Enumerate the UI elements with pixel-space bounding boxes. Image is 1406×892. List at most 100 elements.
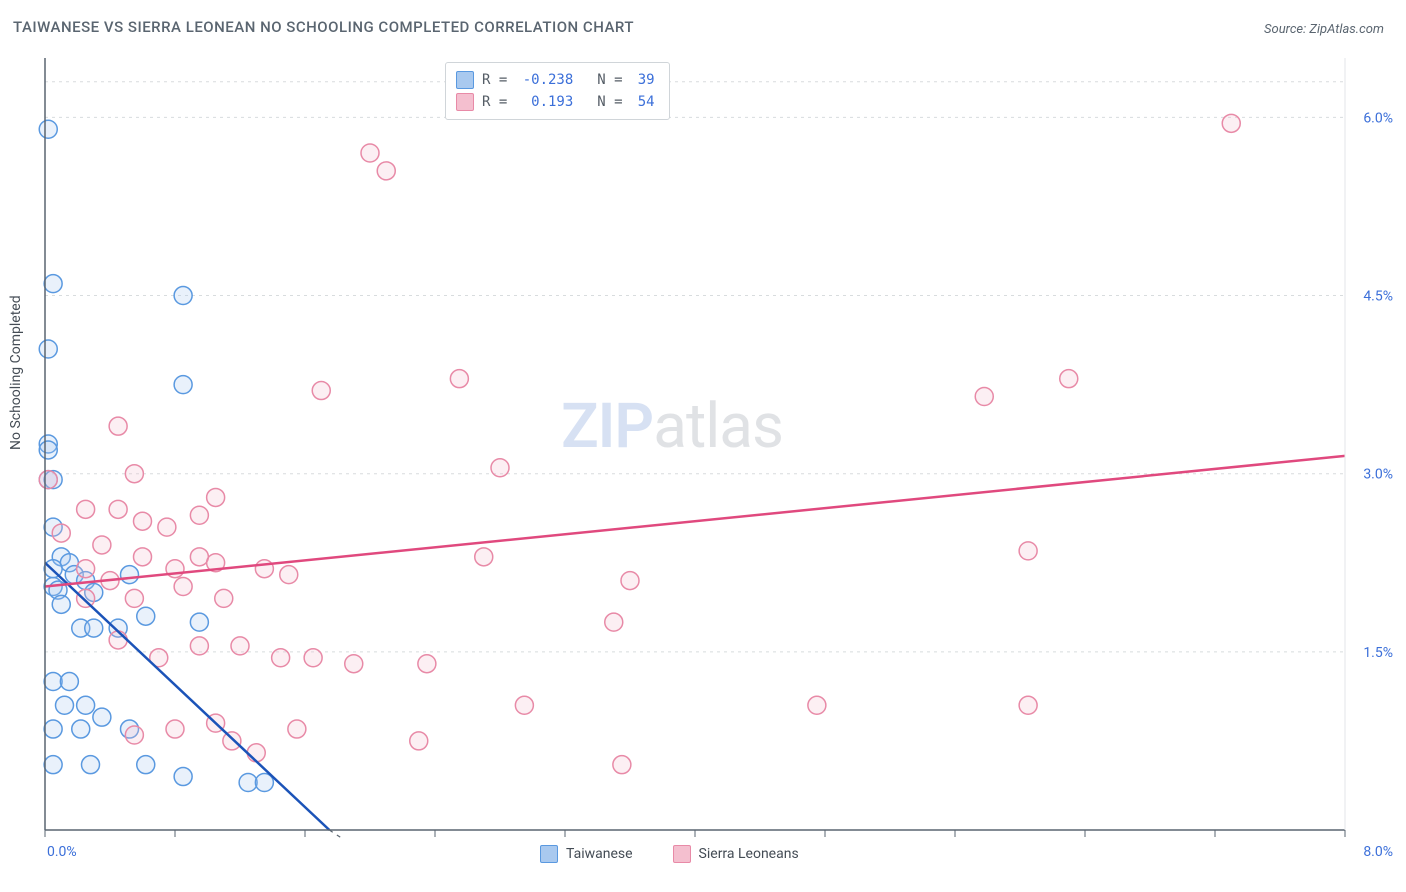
scatter-point — [56, 696, 74, 714]
scatter-point — [44, 275, 62, 293]
scatter-point — [223, 732, 241, 750]
scatter-point — [60, 673, 78, 691]
legend-label: Taiwanese — [566, 846, 633, 862]
scatter-point — [190, 548, 208, 566]
scatter-point — [215, 589, 233, 607]
legend-label: Sierra Leoneans — [699, 846, 799, 862]
ytick-label: 6.0% — [1363, 110, 1393, 126]
scatter-point — [190, 506, 208, 524]
scatter-point — [109, 417, 127, 435]
stat-r-value: -0.238 — [515, 69, 573, 91]
scatter-point — [137, 607, 155, 625]
scatter-point — [44, 673, 62, 691]
scatter-point — [345, 655, 363, 673]
scatter-point — [134, 548, 152, 566]
scatter-point — [255, 560, 273, 578]
scatter-point — [174, 376, 192, 394]
scatter-point — [109, 631, 127, 649]
scatter-point — [137, 756, 155, 774]
scatter-point — [613, 756, 631, 774]
scatter-point — [475, 548, 493, 566]
svg-text:0.0%: 0.0% — [47, 844, 77, 860]
scatter-plot: 1.5%3.0%4.5%6.0%0.0%8.0%0.0%8.0% — [0, 0, 1406, 892]
scatter-point — [125, 589, 143, 607]
scatter-point — [44, 720, 62, 738]
scatter-point — [174, 768, 192, 786]
stat-r-label: R = — [482, 69, 507, 91]
scatter-point — [52, 524, 70, 542]
scatter-point — [288, 720, 306, 738]
scatter-point — [1019, 542, 1037, 560]
scatter-point — [280, 566, 298, 584]
scatter-point — [231, 637, 249, 655]
scatter-point — [121, 566, 139, 584]
scatter-point — [410, 732, 428, 750]
scatter-point — [272, 649, 290, 667]
stat-n-label: N = — [597, 69, 622, 91]
scatter-point — [491, 459, 509, 477]
scatter-point — [77, 500, 95, 518]
scatter-point — [77, 560, 95, 578]
scatter-point — [304, 649, 322, 667]
scatter-point — [361, 144, 379, 162]
scatter-point — [166, 720, 184, 738]
stat-r-value: 0.193 — [515, 91, 573, 113]
scatter-point — [39, 441, 57, 459]
stat-r-label: R = — [482, 91, 507, 113]
scatter-point — [605, 613, 623, 631]
svg-text:8.0%: 8.0% — [1363, 844, 1393, 860]
legend-item: Sierra Leoneans — [673, 845, 799, 863]
scatter-point — [39, 340, 57, 358]
scatter-point — [82, 756, 100, 774]
scatter-point — [52, 595, 70, 613]
stat-n-label: N = — [597, 91, 622, 113]
scatter-point — [158, 518, 176, 536]
ytick-label: 3.0% — [1363, 467, 1393, 483]
scatter-point — [247, 744, 265, 762]
legend-swatch — [540, 845, 558, 863]
scatter-point — [85, 619, 103, 637]
scatter-point — [190, 613, 208, 631]
scatter-point — [93, 708, 111, 726]
trend-line — [45, 456, 1345, 587]
scatter-point — [1222, 114, 1240, 132]
ytick-label: 4.5% — [1363, 289, 1393, 305]
scatter-point — [975, 387, 993, 405]
scatter-point — [44, 756, 62, 774]
scatter-point — [77, 589, 95, 607]
legend-swatch — [673, 845, 691, 863]
stat-n-value: 54 — [631, 91, 655, 113]
scatter-point — [515, 696, 533, 714]
series-legend: Taiwanese Sierra Leoneans — [540, 845, 799, 863]
scatter-point — [93, 536, 111, 554]
scatter-point — [207, 488, 225, 506]
scatter-point — [418, 655, 436, 673]
scatter-point — [808, 696, 826, 714]
scatter-point — [109, 500, 127, 518]
scatter-point — [1060, 370, 1078, 388]
scatter-point — [39, 471, 57, 489]
scatter-point — [239, 773, 257, 791]
scatter-point — [1019, 696, 1037, 714]
scatter-point — [174, 287, 192, 305]
scatter-point — [450, 370, 468, 388]
scatter-point — [377, 162, 395, 180]
scatter-point — [77, 696, 95, 714]
stat-n-value: 39 — [631, 69, 655, 91]
ytick-label: 1.5% — [1363, 645, 1393, 661]
scatter-point — [174, 578, 192, 596]
correlation-stats-box: R = -0.238 N = 39 R = 0.193 N = 54 — [445, 62, 670, 120]
legend-item: Taiwanese — [540, 845, 633, 863]
scatter-point — [39, 120, 57, 138]
stats-row: R = -0.238 N = 39 — [456, 69, 655, 91]
scatter-point — [72, 720, 90, 738]
scatter-point — [312, 382, 330, 400]
scatter-point — [134, 512, 152, 530]
stats-row: R = 0.193 N = 54 — [456, 91, 655, 113]
scatter-point — [621, 572, 639, 590]
series-swatch — [456, 93, 474, 111]
series-swatch — [456, 71, 474, 89]
scatter-point — [190, 637, 208, 655]
scatter-point — [125, 465, 143, 483]
scatter-point — [125, 726, 143, 744]
